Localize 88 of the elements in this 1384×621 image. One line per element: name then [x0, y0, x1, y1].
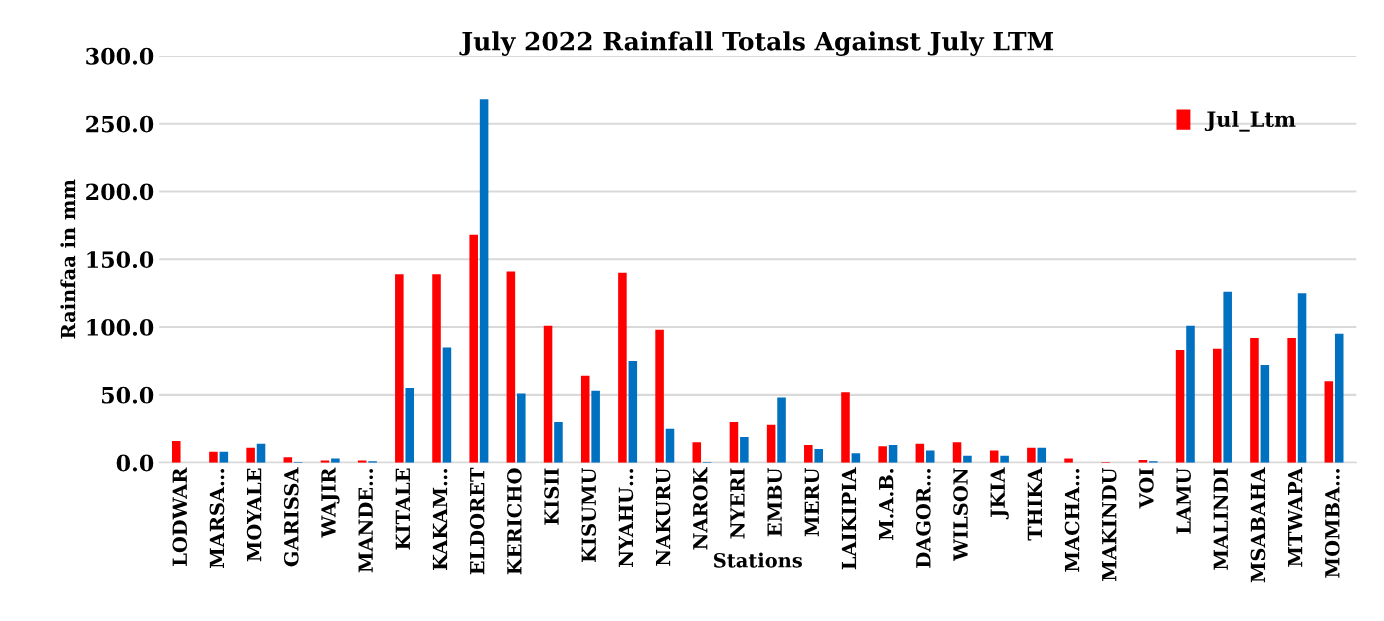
bar: [952, 442, 962, 463]
y-axis-title: Rainfaa in mm: [60, 179, 76, 339]
bar: [740, 436, 749, 463]
x-tick-label: GARISSA: [283, 467, 299, 567]
bar: [618, 272, 627, 463]
x-tick-label: DAGOR…: [915, 469, 931, 568]
bar: [1260, 365, 1270, 463]
x-tick-label: MOYALE: [246, 468, 262, 562]
bar: [469, 234, 478, 463]
bar: [405, 388, 415, 463]
bar: [506, 271, 516, 463]
bar: [777, 397, 786, 463]
bar: [432, 274, 441, 463]
y-tick-label: 250.0: [86, 115, 154, 133]
bar: [246, 447, 255, 463]
bar: [814, 449, 823, 463]
bar: [766, 424, 776, 463]
bar: [1213, 348, 1222, 463]
x-tick-label: MARSA…: [209, 469, 225, 569]
y-tick-label: 100.0: [87, 319, 154, 336]
bar: [1334, 333, 1344, 463]
bar: [580, 375, 590, 463]
x-tick-label: MOMBA…: [1324, 469, 1340, 578]
bar: [171, 440, 181, 463]
bar: [628, 360, 638, 463]
x-tick-label: WILSON: [953, 468, 968, 562]
x-tick-label: EMBU: [767, 467, 782, 537]
bar: [209, 451, 218, 463]
x-tick-label: LAMU: [1176, 467, 1191, 534]
y-tick-label: 150.0: [87, 251, 154, 269]
bar: [692, 442, 702, 463]
x-tick-label: MAKINDU: [1102, 467, 1117, 581]
bar: [729, 421, 739, 463]
bar: [1175, 350, 1185, 463]
bar: [1297, 293, 1307, 463]
bar: [804, 445, 813, 463]
bar: [963, 455, 972, 463]
x-tick-label: MALINDI: [1213, 468, 1228, 570]
x-tick-label: JKIA: [990, 467, 1009, 520]
x-tick-label: LODWAR: [172, 467, 188, 566]
x-tick-label: VOI: [1139, 468, 1154, 509]
x-tick-label: KISII: [544, 468, 559, 525]
bar: [1324, 381, 1334, 463]
x-tick-label: MSABAHA: [1250, 467, 1266, 583]
bar: [878, 446, 887, 463]
y-tick-label: 50.0: [102, 386, 154, 404]
bar: [395, 274, 404, 463]
bar: [1186, 325, 1195, 463]
x-tick-label: THIKA: [1027, 467, 1042, 541]
bar: [1027, 447, 1036, 463]
bar: [888, 445, 898, 463]
legend-label: Jul_Ltm: [1204, 110, 1296, 132]
x-tick-label: MERU: [804, 467, 820, 537]
bar: [591, 390, 600, 463]
x-tick-label: NAKURU: [655, 467, 671, 566]
x-tick-label: KITALE: [395, 468, 410, 550]
x-tick-label: NYAHU…: [618, 469, 634, 567]
bar: [479, 99, 489, 463]
x-tick-label: KAKAM…: [432, 469, 448, 570]
bar: [442, 347, 452, 463]
bar: [665, 428, 675, 463]
y-tick-label: 0.0: [116, 454, 154, 472]
x-tick-label: WAJIR: [321, 467, 340, 538]
bar: [925, 450, 935, 463]
bar: [1223, 291, 1232, 463]
bar: [543, 325, 553, 463]
x-tick-label: KISUMU: [581, 467, 597, 563]
bar: [1250, 337, 1259, 463]
bar: [655, 329, 664, 463]
x-tick-label: MACHA…: [1064, 469, 1080, 572]
x-tick-label: NYERI: [730, 468, 745, 539]
x-axis-title: Stations: [714, 552, 802, 568]
y-tick-label: 300.0: [86, 47, 154, 65]
x-tick-label: M.A.B.: [879, 469, 894, 541]
bar: [1287, 337, 1296, 463]
y-tick-label: 200.0: [86, 183, 154, 201]
x-tick-label: KERICHO: [507, 468, 522, 575]
x-tick-label: NAROK: [692, 466, 708, 550]
x-tick-label: ELDORET: [469, 467, 485, 575]
chart-title: July 2022 Rainfall Totals Against July LTM: [459, 31, 1054, 56]
x-tick-label: MANDE…: [358, 469, 373, 573]
bar: [989, 450, 999, 463]
bar: [554, 421, 563, 463]
x-tick-label: MTWAPA: [1288, 467, 1303, 567]
bar: [517, 393, 526, 463]
x-tick-label: LAIKIPIA: [841, 467, 857, 570]
bar: [1000, 455, 1009, 463]
bar: [841, 392, 850, 463]
